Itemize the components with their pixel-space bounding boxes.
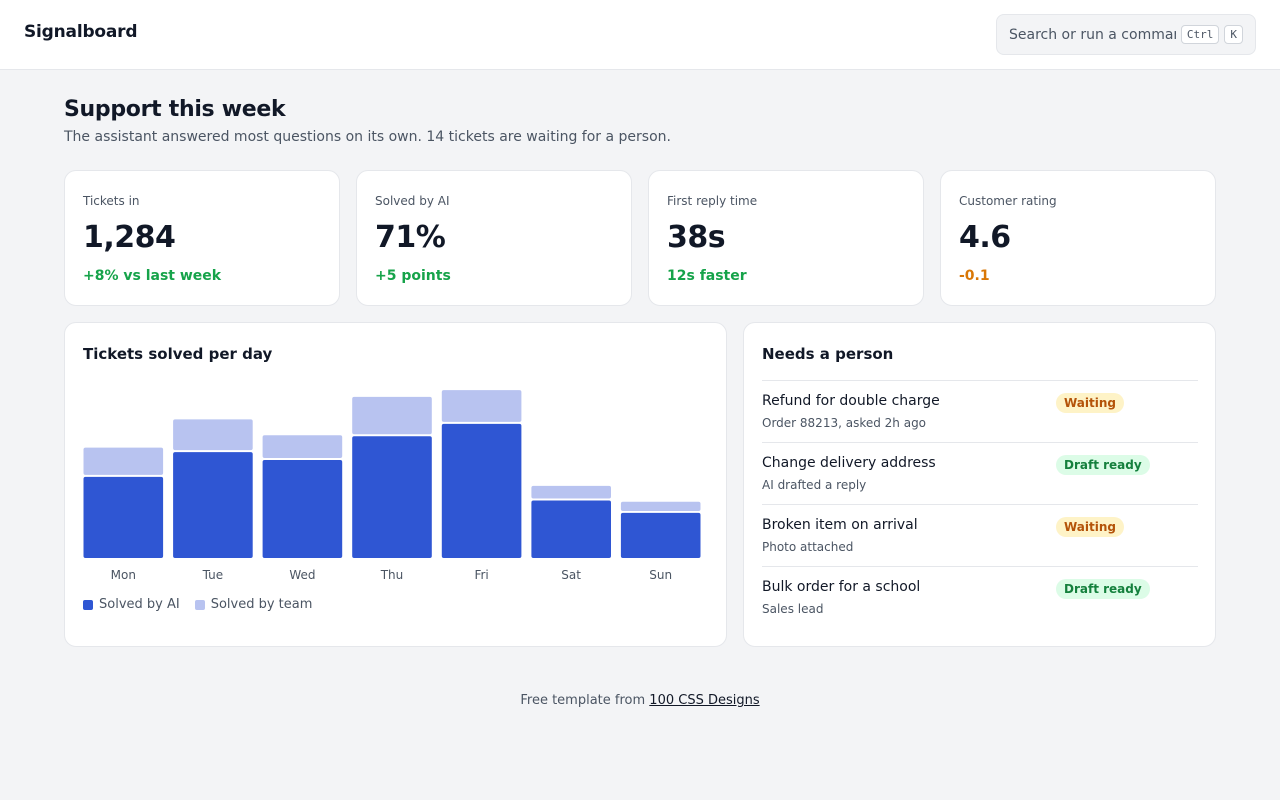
shortcut-key-ctrl: Ctrl — [1180, 25, 1220, 44]
x-tick-label: Wed — [289, 568, 315, 582]
bar-ai-mon — [83, 476, 164, 558]
status-badge: Waiting — [1056, 393, 1125, 413]
chart-card: Mon Tue Wed Thu Fri Sat Sun Tickets solved per… — [64, 322, 727, 647]
queue-item[interactable]: Bulk order for a school Sales lead Draft… — [762, 566, 1198, 628]
kpi-card-customer-rating: Customer rating 4.6 -0.1 — [940, 170, 1216, 306]
page-footer: Free template from 100 CSS Designs — [0, 693, 1280, 708]
status-badge: Draft ready — [1056, 579, 1150, 599]
legend-label-ai: Solved by AI — [99, 597, 180, 612]
legend-label-team: Solved by team — [210, 597, 313, 612]
status-badge: Draft ready — [1056, 455, 1150, 475]
kpi-card-first-reply-time: First reply time 38s 12s faster — [648, 170, 924, 306]
kpi-delta: +5 points — [375, 268, 451, 284]
bar-ai-sun — [620, 512, 701, 558]
queue-item[interactable]: Broken item on arrival Photo attached Wa… — [762, 504, 1198, 566]
footer-link[interactable]: 100 CSS Designs — [649, 693, 760, 708]
chart-title: Tickets solved per day — [83, 345, 273, 363]
kpi-label: Solved by AI — [375, 194, 450, 208]
queue-item-title: Broken item on arrival — [762, 517, 918, 533]
legend-item-ai: Solved by AI — [83, 597, 180, 612]
kpi-label: Tickets in — [83, 194, 140, 208]
status-badge: Waiting — [1056, 517, 1125, 537]
x-tick-label: Thu — [380, 568, 404, 582]
x-tick-label: Mon — [111, 568, 136, 582]
top-bar: Signalboard Search or run a command Ctrl… — [0, 0, 1280, 70]
bar-team-sun — [620, 501, 701, 511]
kpi-delta: +8% vs last week — [83, 268, 222, 284]
kpi-card-solved-by-ai: Solved by AI 71% +5 points — [356, 170, 632, 306]
legend-swatch-team — [194, 599, 205, 610]
bar-ai-fri — [441, 423, 522, 558]
queue-item-title: Refund for double charge — [762, 393, 940, 409]
queue-item-subtitle: Sales lead — [762, 602, 824, 616]
tickets-bar-chart: Mon Tue Wed Thu Fri Sat Sun — [83, 390, 701, 582]
bar-ai-thu — [352, 436, 432, 558]
bar-ai-sat — [531, 500, 611, 558]
app-logo[interactable]: Signalboard — [24, 22, 138, 42]
kpi-value: 4.6 — [959, 220, 1011, 255]
queue-item-title: Bulk order for a school — [762, 579, 921, 595]
kpi-delta: -0.1 — [959, 268, 990, 284]
command-search[interactable]: Search or run a command Ctrl K — [996, 14, 1256, 55]
search-input-placeholder[interactable]: Search or run a command — [1009, 26, 1176, 43]
bar-team-thu — [352, 396, 432, 435]
kpi-value: 71% — [375, 220, 446, 255]
kpi-value: 1,284 — [83, 220, 176, 255]
x-tick-label: Fri — [474, 568, 488, 582]
queue-list: Refund for double charge Order 88213, as… — [762, 380, 1198, 628]
kpi-delta: 12s faster — [667, 268, 747, 284]
queue-item-title: Change delivery address — [762, 455, 936, 471]
x-tick-label: Tue — [202, 568, 224, 582]
bar-team-mon — [83, 447, 164, 475]
kpi-value: 38s — [667, 220, 726, 255]
x-tick-label: Sat — [561, 568, 581, 582]
queue-item-subtitle: Order 88213, asked 2h ago — [762, 416, 927, 430]
page-title: Support this week — [64, 97, 286, 122]
bar-ai-wed — [262, 460, 343, 558]
kpi-card-tickets-in: Tickets in 1,284 +8% vs last week — [64, 170, 340, 306]
x-tick-label: Sun — [649, 568, 672, 582]
bar-team-wed — [262, 435, 343, 458]
kpi-label: First reply time — [667, 194, 758, 208]
page-subtitle: The assistant answered most questions on… — [64, 129, 671, 145]
legend-swatch-ai — [83, 599, 93, 610]
queue-item[interactable]: Change delivery address AI drafted a rep… — [762, 442, 1198, 504]
chart-legend: Solved by AI Solved by team — [83, 597, 327, 612]
footer-text: Free template from — [520, 693, 646, 708]
queue-item-subtitle: AI drafted a reply — [762, 478, 867, 492]
shortcut-key-k: K — [1224, 25, 1243, 44]
queue-item[interactable]: Refund for double charge Order 88213, as… — [762, 380, 1198, 442]
queue-item-subtitle: Photo attached — [762, 540, 854, 554]
bar-team-fri — [441, 390, 522, 422]
queue-title: Needs a person — [762, 345, 894, 363]
kpi-label: Customer rating — [959, 194, 1057, 208]
bar-team-tue — [173, 419, 253, 451]
bar-ai-tue — [173, 452, 253, 558]
needs-person-card: Needs a person Refund for double charge … — [743, 322, 1216, 647]
legend-item-team: Solved by team — [194, 597, 313, 612]
bar-team-sat — [531, 485, 611, 499]
